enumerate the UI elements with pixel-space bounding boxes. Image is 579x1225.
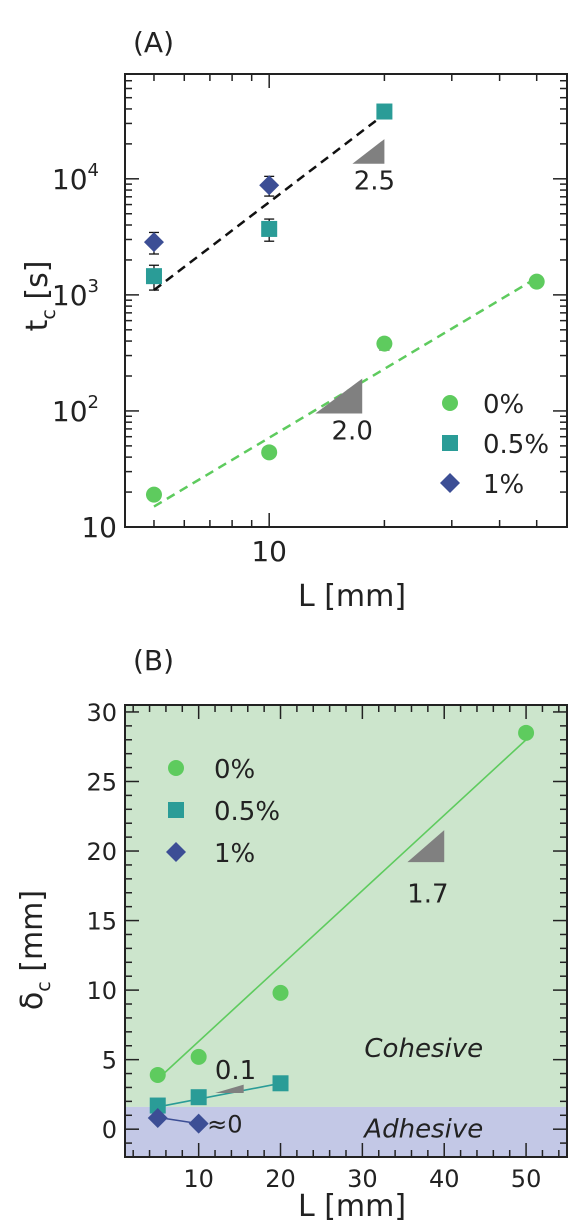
- data-point: [147, 1108, 168, 1129]
- fit-line: [153, 113, 386, 292]
- slope-triangle: [407, 830, 445, 863]
- data-point: [145, 268, 162, 285]
- legend-marker: [442, 395, 458, 411]
- x-tick-label: 50: [511, 1165, 542, 1193]
- data-point: [145, 486, 162, 503]
- slope-triangle: [215, 1084, 244, 1094]
- data-point: [528, 273, 545, 290]
- panel-a-ylabel-unit: [s]: [20, 261, 55, 310]
- x-tick-label: 20: [265, 1165, 296, 1193]
- data-point: [149, 1097, 166, 1114]
- slope-label: 1.7: [407, 879, 448, 909]
- panel-b-ylabel-unit: [mm]: [15, 890, 50, 981]
- panel-b-ylabel-sub: c: [33, 981, 55, 991]
- y-tick-label: 102: [52, 392, 99, 428]
- fit-line: [157, 739, 527, 1080]
- legend-label: 0%: [483, 390, 524, 420]
- region-label-cohesive: Cohesive: [364, 1034, 483, 1064]
- data-point: [272, 984, 289, 1001]
- x-tick-label: 10: [183, 1165, 214, 1193]
- legend-label: 0.5%: [483, 430, 549, 460]
- y-tick-label: 10: [81, 511, 117, 544]
- y-tick-label: 104: [52, 160, 99, 196]
- data-point: [143, 232, 164, 253]
- data-point: [190, 1089, 207, 1106]
- region-band: [125, 1106, 567, 1157]
- panel-a-ylabel: tc [s]: [20, 261, 60, 332]
- y-tick-label: 103: [52, 276, 99, 312]
- annotation-label: ≈0: [207, 1111, 242, 1139]
- slope-label: 2.5: [354, 167, 395, 197]
- data-point: [261, 220, 278, 237]
- data-point: [518, 724, 535, 741]
- data-point: [149, 1066, 166, 1083]
- y-tick-label: 25: [86, 768, 117, 796]
- y-tick-label: 10: [86, 977, 117, 1005]
- x-tick-label: 10: [251, 535, 287, 568]
- slope-label: 0.1: [215, 1056, 256, 1086]
- panel-a-ylabel-sub: c: [38, 309, 60, 319]
- y-tick-label: 5: [102, 1047, 117, 1075]
- panel-b-label: (B): [133, 644, 174, 677]
- legend-label: 0%: [214, 755, 255, 785]
- y-tick-label: 30: [86, 699, 117, 727]
- panel-b-ylabel-main: δ: [15, 992, 50, 1010]
- data-point: [259, 175, 280, 196]
- legend-label: 0.5%: [214, 797, 280, 827]
- legend-marker: [168, 760, 184, 776]
- x-tick-label: 40: [429, 1165, 460, 1193]
- y-tick-label: 0: [102, 1116, 117, 1144]
- legend-marker: [442, 435, 458, 451]
- plot-a: 10 10 102 103 104 2.5 2.0 0% 0.5% 1%: [52, 73, 568, 568]
- y-tick-label: 15: [86, 908, 117, 936]
- slope-triangle: [352, 139, 385, 164]
- data-point: [188, 1113, 209, 1134]
- data-point: [376, 335, 393, 352]
- legend-marker: [440, 473, 460, 493]
- panel-a-xlabel: L [mm]: [298, 579, 406, 614]
- legend-marker: [168, 802, 184, 818]
- legend-label: 1%: [483, 470, 524, 500]
- plot-frame: [124, 704, 568, 1158]
- fit-line: [157, 1082, 281, 1108]
- legend-marker: [166, 842, 186, 862]
- panel-b-ylabel: δc [mm]: [15, 890, 55, 1010]
- region-label-adhesive: Adhesive: [362, 1115, 483, 1145]
- slope-label: 2.0: [332, 417, 373, 447]
- y-tick-label: 20: [86, 838, 117, 866]
- data-point: [261, 444, 278, 461]
- data-point: [190, 1048, 207, 1065]
- panel-b-xlabel: L [mm]: [298, 1189, 406, 1224]
- legend-label: 1%: [214, 839, 255, 869]
- plot-b: Cohesive Adhesive 10 20 30 40 50 0 5 10 15 20 25 30 1.…: [86, 699, 568, 1193]
- panel-a-label: (A): [133, 26, 174, 59]
- panel-a-ylabel-main: t: [20, 319, 55, 331]
- data-point: [272, 1075, 289, 1092]
- x-tick-label: 30: [347, 1165, 378, 1193]
- plot-frame: [124, 73, 568, 528]
- slope-triangle: [315, 378, 363, 414]
- data-point: [376, 103, 393, 120]
